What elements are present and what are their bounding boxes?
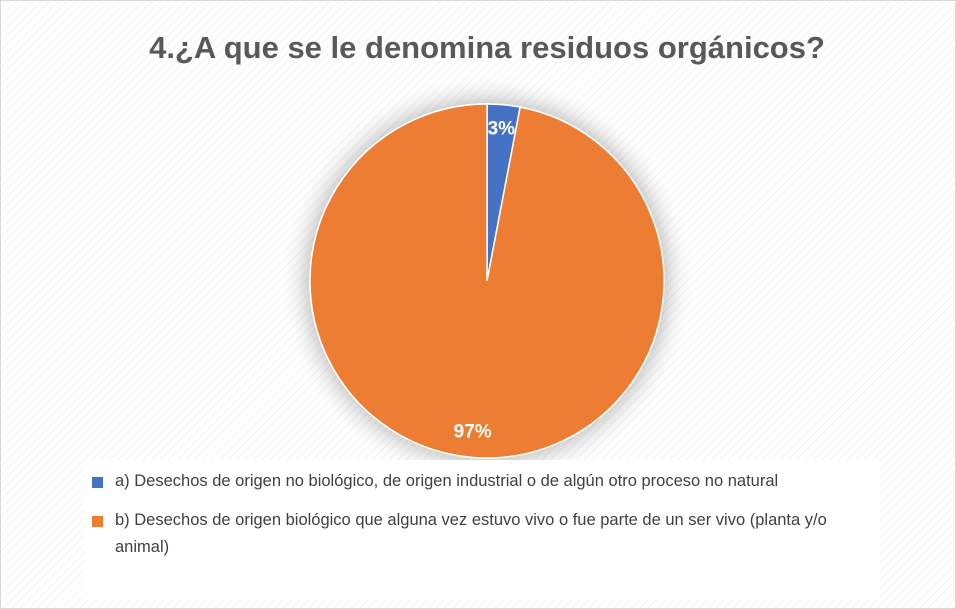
legend-entry: b) Desechos de origen biológico que algu… [92, 507, 870, 561]
legend-label: b) Desechos de origen biológico que algu… [115, 511, 827, 556]
data-label: 3% [488, 118, 516, 139]
pie [309, 103, 665, 459]
legend-swatch [92, 477, 103, 488]
legend-swatch [92, 516, 103, 527]
legend-label: a) Desechos de origen no biológico, de o… [115, 472, 779, 490]
legend-entry: a) Desechos de origen no biológico, de o… [92, 468, 870, 495]
chart-title: 4.¿A que se le denomina residuos orgánic… [149, 30, 825, 65]
legend: a) Desechos de origen no biológico, de o… [85, 460, 880, 600]
data-label: 97% [454, 422, 492, 443]
pie-slice [309, 103, 665, 459]
